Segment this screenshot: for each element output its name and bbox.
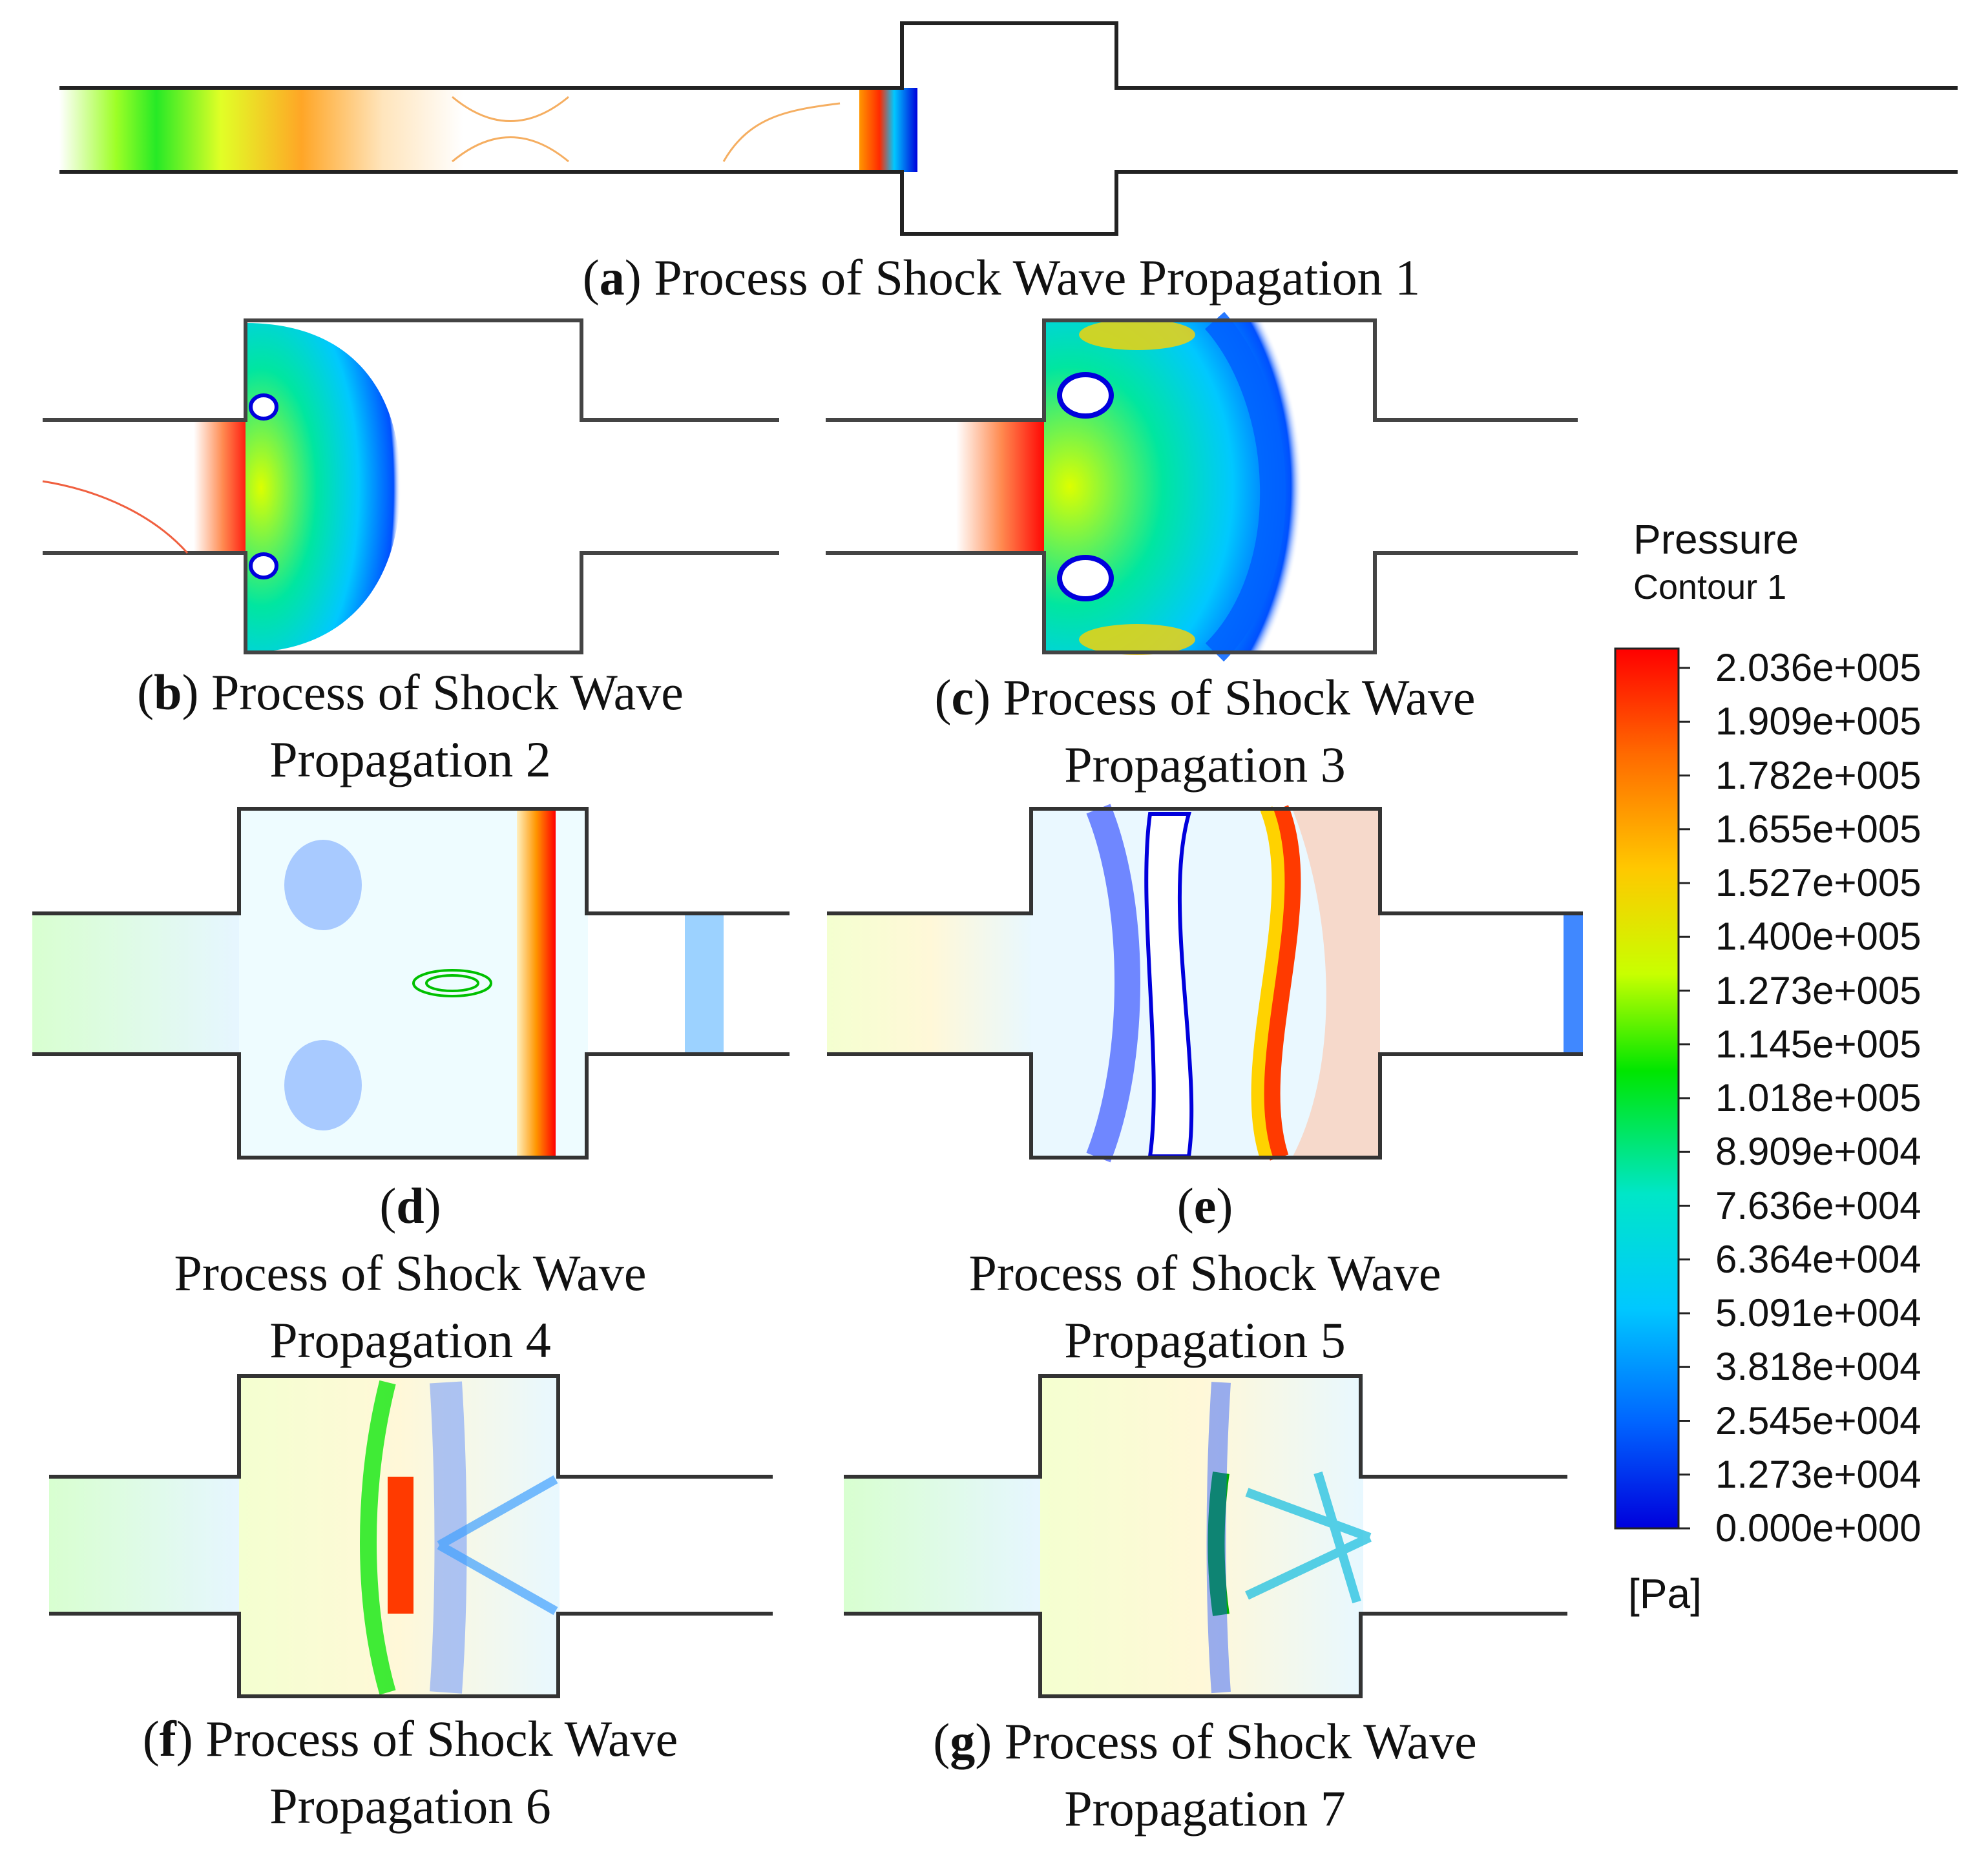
colorbar-tick-label: 1.909e+005 — [1715, 700, 1921, 744]
colorbar-tick-label: 1.527e+005 — [1715, 861, 1921, 904]
caption-e-letter: e — [1193, 1178, 1217, 1234]
panel-e-geometry — [827, 804, 1583, 1163]
caption-c-line1: Process of Shock Wave — [1003, 669, 1476, 725]
caption-a: (a) Process of Shock Wave Propagation 1 — [582, 249, 1421, 306]
panel-b-geometry — [42, 318, 779, 654]
panel-c-geometry — [826, 311, 1578, 662]
caption-a-text: Process of Shock Wave Propagation 1 — [654, 249, 1421, 306]
colorbar-tick-label: 2.036e+005 — [1715, 646, 1921, 689]
caption-b-line2: Propagation 2 — [269, 731, 551, 787]
caption-c-line2: Propagation 3 — [1064, 736, 1346, 793]
caption-c: (c) Process of Shock Wave Propagation 3 — [934, 669, 1476, 793]
caption-a-letter: a — [599, 249, 625, 306]
colorbar-tick-label: 1.273e+004 — [1715, 1452, 1921, 1496]
caption-f-letter: f — [159, 1711, 176, 1767]
caption-e-line2: Propagation 5 — [1064, 1312, 1346, 1368]
colorbar-tick-label: 5.091e+004 — [1715, 1291, 1921, 1335]
colorbar — [1614, 647, 1690, 1530]
caption-e: (e) Process of Shock Wave Propagation 5 — [968, 1178, 1441, 1368]
caption-g-line2: Propagation 7 — [1064, 1780, 1346, 1836]
colorbar-tick-label: 1.655e+005 — [1715, 807, 1921, 851]
colorbar-tick-label: 8.909e+004 — [1715, 1130, 1921, 1174]
colorbar-tick-label: 1.018e+005 — [1715, 1076, 1921, 1119]
colorbar-tick-label: 2.545e+004 — [1715, 1399, 1921, 1442]
colorbar-tick-label: 1.400e+005 — [1715, 915, 1921, 959]
colorbar-tick-label: 0.000e+000 — [1715, 1506, 1921, 1550]
caption-f: (f) Process of Shock Wave Propagation 6 — [142, 1711, 678, 1834]
caption-d-letter: d — [396, 1178, 424, 1234]
panel-a-geometry — [59, 21, 1958, 236]
caption-d: (d) Process of Shock Wave Propagation 4 — [174, 1178, 647, 1368]
caption-c-letter: c — [951, 669, 974, 725]
colorbar-tick-label: 1.273e+005 — [1715, 968, 1921, 1012]
panel-g-geometry — [844, 1374, 1567, 1698]
panel-d-geometry — [32, 807, 790, 1160]
colorbar-tick-label: 7.636e+004 — [1715, 1183, 1921, 1227]
caption-b-letter: b — [154, 664, 182, 720]
caption-e-line1: Process of Shock Wave — [968, 1245, 1441, 1301]
colorbar-tick-label: 1.782e+005 — [1715, 753, 1921, 797]
caption-g: (g) Process of Shock Wave Propagation 7 — [933, 1713, 1477, 1836]
caption-g-letter: g — [950, 1713, 976, 1769]
legend-unit: [Pa] — [1628, 1570, 1702, 1617]
caption-f-line2: Propagation 6 — [269, 1778, 551, 1834]
caption-f-line1: Process of Shock Wave — [205, 1711, 678, 1767]
caption-d-line2: Propagation 4 — [269, 1312, 551, 1368]
caption-d-line1: Process of Shock Wave — [174, 1245, 647, 1301]
legend-title: Pressure — [1633, 516, 1799, 563]
caption-b: (b) Process of Shock Wave Propagation 2 — [137, 664, 684, 787]
panel-f-geometry — [49, 1374, 773, 1698]
legend-subtitle: Contour 1 — [1633, 568, 1787, 607]
colorbar-tick-label: 1.145e+005 — [1715, 1022, 1921, 1066]
colorbar-tick-label: 3.818e+004 — [1715, 1345, 1921, 1389]
colorbar-tick-label: 6.364e+004 — [1715, 1237, 1921, 1281]
caption-g-line1: Process of Shock Wave — [1004, 1713, 1477, 1769]
caption-b-line1: Process of Shock Wave — [211, 664, 684, 720]
